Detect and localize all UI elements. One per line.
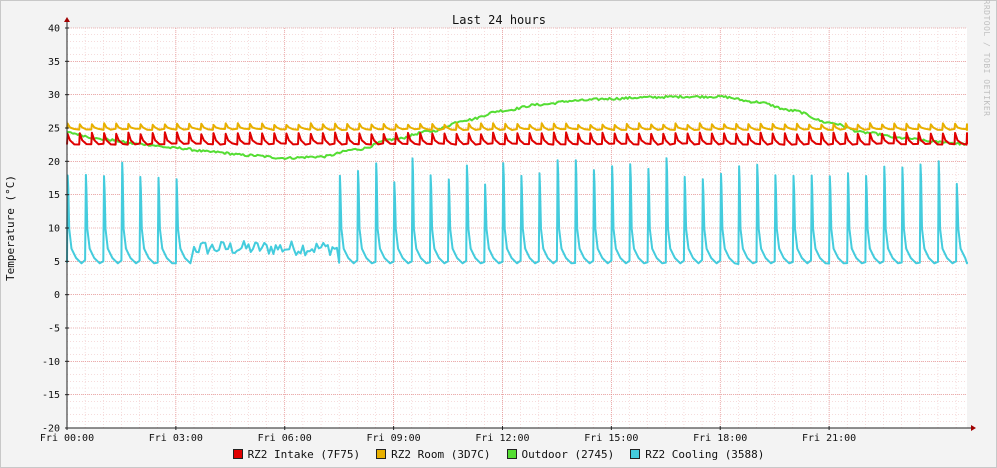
legend-swatch: [506, 449, 517, 459]
series-line-0: [66, 131, 968, 146]
legend-item: Outdoor (2745): [506, 447, 615, 461]
rrdtool-watermark: RRDTOOL / TOBI OETIKER: [982, 0, 991, 116]
series-layer: [66, 94, 968, 265]
legend-item: RZ2 Room (3D7C): [376, 447, 491, 461]
y-tick-label: 20: [48, 157, 60, 168]
legend-swatch: [630, 449, 641, 459]
x-tick-label: Fri 00:00: [40, 433, 94, 444]
legend: RZ2 Intake (7F75) RZ2 Room (3D7C) Outdoor …: [0, 445, 997, 463]
y-tick-label: 30: [48, 90, 60, 101]
y-tick-label: 35: [48, 57, 60, 68]
legend-item: RZ2 Intake (7F75): [232, 447, 361, 461]
y-tick-labels: 40 35 30 25 20 15 10 5 0 -5 -10 -15 -20: [42, 24, 60, 435]
y-tick-label: 40: [48, 24, 60, 35]
y-tick-label: 0: [54, 290, 60, 301]
legend-label: RZ2 Cooling (3588): [645, 447, 765, 461]
series-line-2: [66, 94, 968, 160]
y-tick-label: 15: [48, 190, 60, 201]
y-tick-label: -5: [48, 324, 60, 335]
x-tick-label: Fri 15:00: [584, 433, 638, 444]
x-tick-labels: Fri 00:00 Fri 03:00 Fri 06:00 Fri 09:00 Fri …: [40, 433, 856, 444]
chart-title: Last 24 hours: [452, 13, 546, 27]
x-tick-label: Fri 03:00: [149, 433, 203, 444]
y-tick-label: -15: [42, 390, 60, 401]
legend-label: RZ2 Intake (7F75): [247, 447, 361, 461]
y-axis-label: Temperature (°C): [4, 175, 17, 281]
y-axis-arrow: [64, 17, 70, 22]
legend-item: RZ2 Cooling (3588): [630, 448, 764, 461]
series-line-3: [66, 157, 968, 265]
legend-swatch: [376, 449, 387, 459]
y-tick-label: 5: [54, 257, 60, 268]
legend-label: Outdoor (2745): [521, 447, 615, 461]
legend-label: RZ2 Room (3D7C): [391, 447, 491, 461]
x-tick-label: Fri 21:00: [802, 433, 856, 444]
y-tick-label: -20: [42, 424, 60, 435]
x-tick-label: Fri 12:00: [475, 433, 529, 444]
x-axis-arrow: [971, 425, 976, 431]
x-tick-label: Fri 06:00: [258, 433, 312, 444]
y-tick-label: 10: [48, 224, 60, 235]
y-tick-label: 25: [48, 124, 60, 135]
series-line-1: [66, 122, 968, 131]
legend-swatch: [232, 449, 243, 459]
x-tick-label: Fri 09:00: [367, 433, 421, 444]
y-tick-label: -10: [42, 357, 60, 368]
axes: [64, 17, 976, 431]
x-tick-label: Fri 18:00: [693, 433, 747, 444]
